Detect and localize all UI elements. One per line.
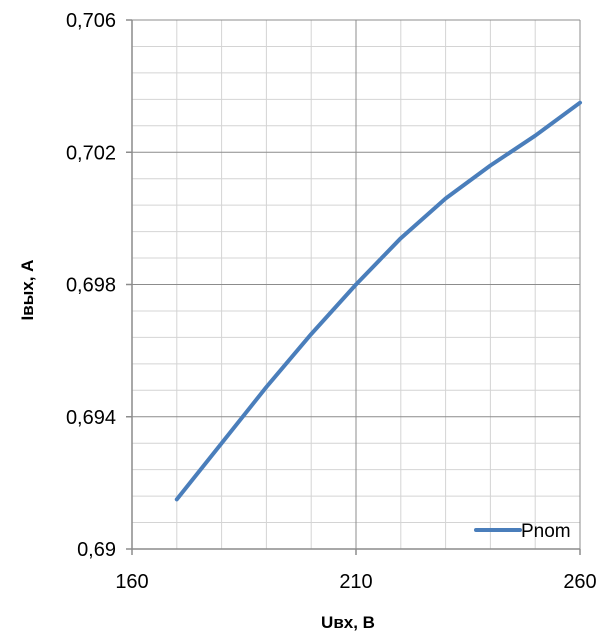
legend: Pnom <box>474 521 571 542</box>
x-tick-labels: 160 210 260 <box>115 571 596 593</box>
y-tick-labels: 0,69 0,694 0,698 0,702 0,706 <box>66 10 116 561</box>
x-tick-label: 160 <box>115 571 148 593</box>
series-layer <box>174 100 582 502</box>
y-tick-label: 0,69 <box>77 539 116 561</box>
series-line-pnom <box>174 100 582 502</box>
x-tick-label: 260 <box>563 571 596 593</box>
axes <box>126 19 581 555</box>
y-tick-label: 0,702 <box>66 142 116 164</box>
x-axis-title: Uвх, В <box>321 613 375 632</box>
y-tick-label: 0,694 <box>66 407 116 429</box>
legend-label-pnom: Pnom <box>521 521 571 542</box>
y-axis-title: Iвых, А <box>18 260 37 321</box>
x-tick-label: 210 <box>339 571 372 593</box>
y-tick-label: 0,698 <box>66 275 116 297</box>
y-tick-label: 0,706 <box>66 10 116 32</box>
